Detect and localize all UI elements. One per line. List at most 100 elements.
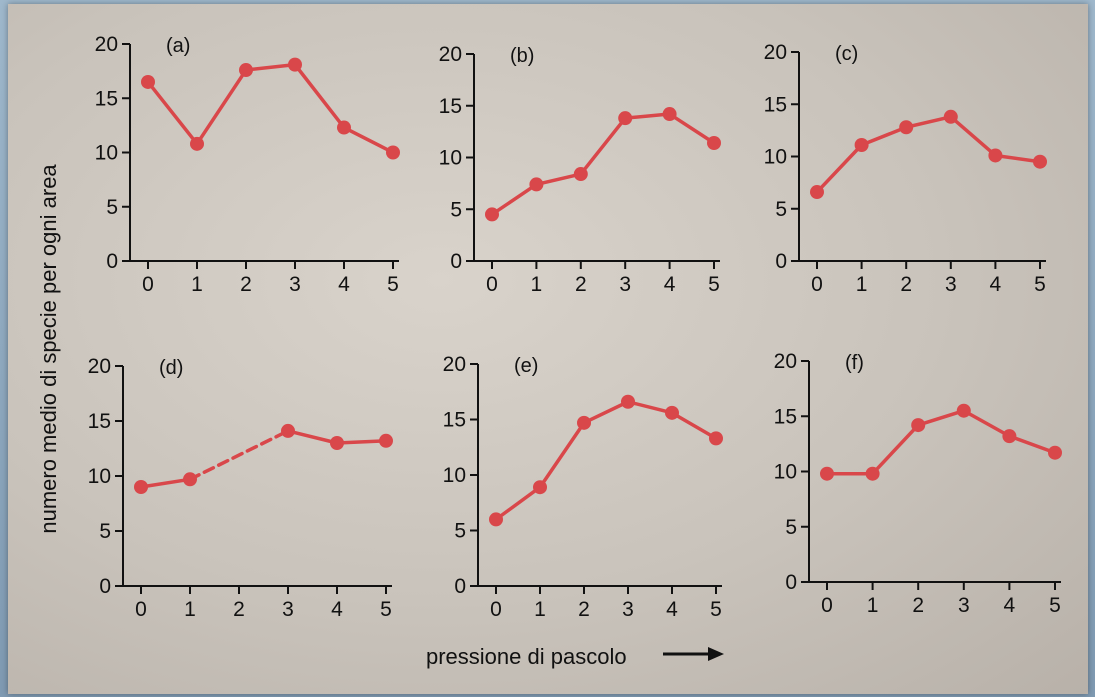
y-axis-label: numero medio di specie per ogni area: [36, 164, 61, 534]
panel-e: 0 5 10 15 20 0 1 2 3 4 5 (e): [443, 353, 723, 621]
x-tick-label: 2: [240, 273, 252, 296]
panel-c: 0 5 10 15 20 0 1 2 3 4 5 (c): [764, 41, 1047, 296]
x-tick-label: 4: [331, 598, 343, 621]
x-tick-label: 3: [289, 273, 301, 296]
x-tick-label: 4: [990, 273, 1002, 296]
x-tick-label: 2: [575, 273, 587, 296]
series-segment: [962, 408, 1012, 438]
series-segment: [859, 125, 908, 147]
data-point: [337, 120, 351, 135]
x-tick-label: 4: [338, 273, 350, 296]
series-segment: [949, 115, 998, 158]
series-segment: [579, 116, 627, 176]
x-tick-label: 1: [191, 273, 203, 296]
series-segment: [335, 439, 388, 445]
data-point: [956, 403, 971, 418]
y-tick-label: 20: [439, 43, 462, 66]
data-point: [141, 74, 155, 89]
textbook-page: 0 5 10 15 20 0 1 2 3 4 5 (a) 0 5 10 15 20 0 1 2 3 4 5 (b) 0 5 10 15…: [8, 4, 1088, 694]
data-point: [379, 433, 393, 448]
y-tick-label: 20: [774, 350, 797, 373]
data-point: [288, 57, 302, 72]
data-point: [899, 120, 914, 135]
data-point: [1002, 429, 1017, 444]
series-segment: [582, 399, 630, 425]
x-tick-label: 1: [184, 598, 196, 621]
series-segment-dashed: [188, 429, 290, 482]
data-point: [190, 136, 204, 151]
y-tick-label: 5: [106, 196, 118, 219]
series-segment: [623, 112, 672, 120]
panel-b: 0 5 10 15 20 0 1 2 3 4 5 (b): [439, 43, 721, 296]
series-segment: [626, 399, 674, 415]
data-point: [865, 466, 880, 481]
x-tick-label: 3: [958, 594, 970, 617]
x-tick-label: 0: [811, 273, 823, 296]
data-point: [665, 405, 679, 420]
y-tick-label: 0: [785, 571, 797, 594]
y-tick-label: 5: [775, 198, 787, 221]
y-tick-label: 0: [106, 250, 118, 273]
data-point: [533, 480, 547, 495]
data-point: [1033, 154, 1047, 169]
data-point: [810, 185, 824, 200]
y-tick-label: 0: [454, 575, 466, 598]
data-point: [618, 111, 633, 126]
y-tick-label: 10: [95, 142, 118, 165]
data-point: [911, 418, 926, 433]
data-point: [529, 177, 544, 192]
data-point: [281, 423, 295, 438]
series-segment: [815, 143, 864, 194]
panel-label: (f): [845, 352, 864, 374]
x-tick-label: 4: [1004, 594, 1016, 617]
x-tick-label: 2: [578, 598, 590, 621]
y-tick-label: 10: [439, 147, 462, 170]
data-point: [707, 136, 721, 151]
series-segment: [244, 62, 297, 72]
x-tick-label: 1: [531, 273, 543, 296]
x-axis-label: pressione di pascolo: [426, 644, 627, 669]
x-tick-label: 5: [387, 273, 399, 296]
series-segment: [342, 125, 395, 155]
panel-label: (e): [514, 355, 538, 377]
data-point: [854, 138, 869, 153]
x-tick-label: 5: [1034, 273, 1046, 296]
series-segment: [286, 429, 339, 445]
y-tick-label: 5: [99, 520, 111, 543]
data-point: [988, 148, 1003, 163]
y-tick-label: 20: [88, 355, 111, 378]
x-tick-label: 4: [666, 598, 678, 621]
y-tick-label: 15: [95, 87, 118, 110]
series-segment: [667, 112, 716, 145]
x-tick-label: 5: [380, 598, 392, 621]
x-tick-label: 3: [282, 598, 294, 621]
panel-a: 0 5 10 15 20 0 1 2 3 4 5 (a): [95, 33, 400, 296]
y-tick-label: 15: [439, 95, 462, 118]
series-segment: [538, 421, 586, 489]
data-point: [662, 107, 677, 122]
y-tick-label: 20: [443, 353, 466, 376]
y-tick-label: 15: [774, 405, 797, 428]
x-tick-label: 1: [856, 273, 868, 296]
x-tick-label: 3: [619, 273, 631, 296]
panel-label: (a): [166, 35, 190, 57]
data-point: [820, 466, 834, 481]
y-tick-label: 15: [764, 93, 787, 116]
y-tick-label: 20: [764, 41, 787, 64]
panel-label: (b): [510, 45, 534, 67]
data-point: [330, 436, 344, 450]
x-tick-label: 4: [664, 273, 676, 296]
y-tick-label: 15: [443, 409, 466, 432]
x-tick-label: 0: [135, 598, 147, 621]
y-tick-label: 0: [450, 250, 462, 273]
y-tick-label: 10: [774, 461, 797, 484]
data-point: [485, 207, 499, 222]
series-segment: [904, 115, 953, 129]
x-tick-label: 5: [708, 273, 720, 296]
y-tick-label: 0: [775, 250, 787, 273]
panel-label: (d): [159, 357, 183, 379]
series-segment: [494, 485, 542, 522]
series-segment: [534, 172, 583, 187]
series-segment: [1007, 434, 1057, 455]
